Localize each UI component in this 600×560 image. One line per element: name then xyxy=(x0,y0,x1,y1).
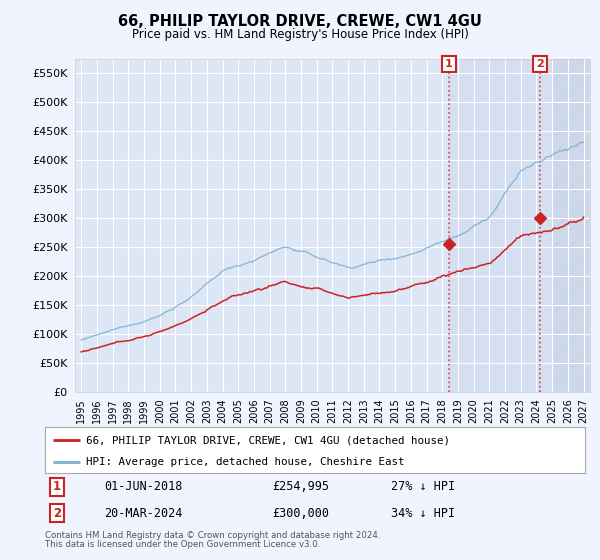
Text: 20-MAR-2024: 20-MAR-2024 xyxy=(104,507,183,520)
Text: 01-JUN-2018: 01-JUN-2018 xyxy=(104,480,183,493)
Text: This data is licensed under the Open Government Licence v3.0.: This data is licensed under the Open Gov… xyxy=(45,540,320,549)
Text: 1: 1 xyxy=(53,480,61,493)
Text: £254,995: £254,995 xyxy=(272,480,329,493)
Bar xyxy=(449,59,592,392)
Text: 2: 2 xyxy=(53,507,61,520)
Text: 34% ↓ HPI: 34% ↓ HPI xyxy=(391,507,455,520)
Text: Contains HM Land Registry data © Crown copyright and database right 2024.: Contains HM Land Registry data © Crown c… xyxy=(45,531,380,540)
Text: £300,000: £300,000 xyxy=(272,507,329,520)
Text: 27% ↓ HPI: 27% ↓ HPI xyxy=(391,480,455,493)
Text: 2: 2 xyxy=(536,59,544,69)
Text: Price paid vs. HM Land Registry's House Price Index (HPI): Price paid vs. HM Land Registry's House … xyxy=(131,28,469,41)
Text: 66, PHILIP TAYLOR DRIVE, CREWE, CW1 4GU: 66, PHILIP TAYLOR DRIVE, CREWE, CW1 4GU xyxy=(118,14,482,29)
Text: HPI: Average price, detached house, Cheshire East: HPI: Average price, detached house, Ches… xyxy=(86,457,404,466)
Text: 66, PHILIP TAYLOR DRIVE, CREWE, CW1 4GU (detached house): 66, PHILIP TAYLOR DRIVE, CREWE, CW1 4GU … xyxy=(86,435,449,445)
Bar xyxy=(552,59,592,392)
Text: 1: 1 xyxy=(445,59,453,69)
